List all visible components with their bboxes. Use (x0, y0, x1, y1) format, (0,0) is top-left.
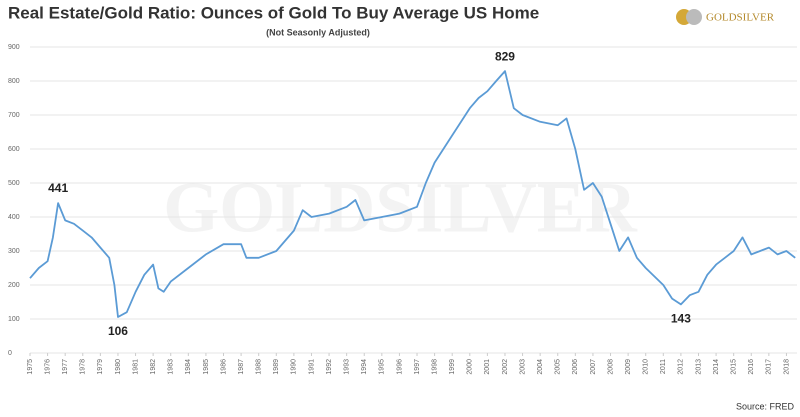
x-tick-label: 1995 (379, 359, 386, 375)
x-tick-label: 1976 (44, 359, 51, 375)
x-tick-label: 2013 (695, 359, 702, 375)
x-tick-label: 2002 (502, 359, 509, 375)
x-tick-label: 2006 (572, 359, 579, 375)
x-tick-label: 2018 (783, 359, 790, 375)
x-tick-label: 1980 (115, 359, 122, 375)
x-tick-label: 1998 (431, 359, 438, 375)
x-tick-label: 1992 (326, 359, 333, 375)
x-tick-label: 1999 (449, 359, 456, 375)
y-tick-label: 0 (8, 350, 12, 357)
logo-text: GOLDSILVER (706, 12, 775, 24)
x-tick-label: 2010 (643, 359, 650, 375)
x-tick-label: 1989 (273, 359, 280, 375)
x-tick-label: 2015 (731, 359, 738, 375)
x-tick-label: 1984 (185, 359, 192, 375)
x-tick-label: 1990 (291, 359, 298, 375)
x-tick-label: 1993 (343, 359, 350, 375)
x-tick-label: 2017 (766, 359, 773, 375)
x-tick-label: 2004 (537, 359, 544, 375)
x-tick-label: 1981 (132, 359, 139, 375)
x-tick-label: 1979 (97, 359, 104, 375)
y-tick-label: 300 (8, 248, 20, 255)
y-tick-label: 700 (8, 112, 20, 119)
watermark: GOLDSILVER (163, 168, 638, 248)
annotation: 441 (48, 181, 68, 195)
y-tick-label: 800 (8, 78, 20, 85)
y-tick-label: 200 (8, 282, 20, 289)
x-tick-label: 1977 (62, 359, 69, 375)
x-tick-label: 1991 (308, 359, 315, 375)
x-tick-label: 2016 (748, 359, 755, 375)
chart-subtitle: (Not Seasonly Adjusted) (266, 27, 370, 37)
x-tick-label: 1983 (168, 359, 175, 375)
x-tick-label: 1994 (361, 359, 368, 375)
source: Source: FRED (736, 401, 795, 411)
chart-title: Real Estate/Gold Ratio: Ounces of Gold T… (8, 3, 539, 22)
x-tick-label: 1975 (27, 359, 34, 375)
annotation: 106 (108, 324, 128, 338)
x-tick-label: 2014 (713, 359, 720, 375)
annotation: 143 (671, 312, 691, 326)
y-tick-label: 400 (8, 214, 20, 221)
x-tick-label: 1982 (150, 359, 157, 375)
x-tick-label: 2011 (660, 359, 667, 374)
x-tick-label: 2003 (519, 359, 526, 375)
x-tick-label: 1996 (396, 359, 403, 375)
x-tick-label: 1997 (414, 359, 421, 375)
x-tick-label: 2007 (590, 359, 597, 375)
x-tick-label: 1988 (256, 359, 263, 375)
x-tick-label: 2001 (484, 359, 491, 375)
y-tick-label: 600 (8, 146, 20, 153)
logo-coin (686, 9, 702, 25)
x-tick-label: 1986 (220, 359, 227, 375)
x-tick-label: 2008 (607, 359, 614, 375)
x-tick-label: 2005 (555, 359, 562, 375)
data-line (29, 70, 796, 318)
x-tick-label: 2009 (625, 359, 632, 375)
y-tick-label: 100 (8, 316, 20, 323)
y-tick-label: 500 (8, 180, 20, 187)
x-tick-label: 2000 (467, 359, 474, 375)
x-tick-label: 2012 (678, 359, 685, 375)
annotation: 829 (495, 49, 515, 63)
x-tick-label: 1985 (203, 359, 210, 375)
y-tick-label: 900 (8, 44, 20, 51)
x-tick-label: 1978 (80, 359, 87, 375)
x-tick-label: 1987 (238, 359, 245, 375)
